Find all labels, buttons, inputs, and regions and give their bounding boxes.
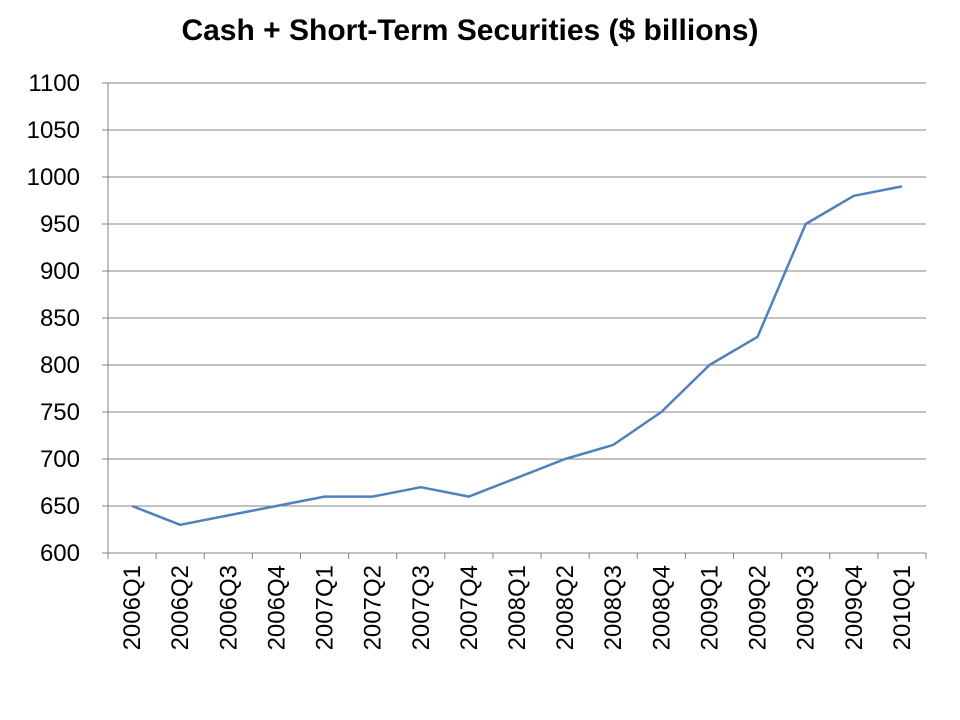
y-tick-label: 1000 [27,164,80,191]
x-tick-label: 2007Q3 [408,565,435,650]
x-tick-label: 2010Q1 [889,565,916,650]
x-tick-label: 2009Q2 [745,565,772,650]
y-tick-label: 650 [40,493,80,520]
x-tick-label: 2009Q1 [696,565,723,650]
y-tick-label: 900 [40,258,80,285]
x-tick-label: 2006Q4 [263,565,290,650]
x-tick-label: 2008Q1 [504,565,531,650]
x-tick-label: 2009Q4 [841,565,868,650]
y-tick-label: 950 [40,211,80,238]
y-tick-label: 850 [40,305,80,332]
series-group [131,185,903,527]
x-tick-label: 2008Q2 [552,565,579,650]
x-tick-label: 2006Q3 [215,565,242,650]
x-tick-label: 2008Q4 [648,565,675,650]
y-tick-label: 750 [40,399,80,426]
x-tick-label: 2009Q3 [793,565,820,650]
y-tick-label: 1100 [28,70,80,97]
x-tick-label: 2008Q3 [600,565,627,650]
axes [102,82,927,559]
x-tick-label: 2007Q2 [360,565,387,650]
gridlines [108,82,926,507]
series-line [131,185,903,527]
y-tick-label: 1050 [27,117,80,144]
x-tick-label: 2007Q4 [456,565,483,650]
y-tick-label: 800 [40,352,80,379]
x-tick-label: 2006Q1 [119,565,146,650]
y-tick-label: 600 [40,540,80,567]
y-axis-tick-labels: 600 650 700 750 800 850 900 950 1000 1050 1100 [27,70,80,567]
x-tick-label: 2006Q2 [167,565,194,650]
y-tick-label: 700 [40,446,80,473]
x-axis-tick-labels: 2006Q1 2006Q2 2006Q3 2006Q4 2007Q1 2007Q2 2007… [119,565,916,650]
x-tick-label: 2007Q1 [312,565,339,650]
chart-title: Cash + Short-Term Securities ($ billions… [181,14,759,47]
